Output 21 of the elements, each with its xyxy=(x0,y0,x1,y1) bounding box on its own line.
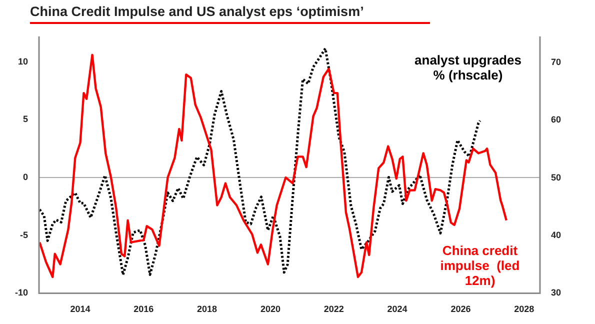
y2-tick-label: 60 xyxy=(550,114,562,125)
x-tick-label: 2022 xyxy=(324,304,344,314)
text: analyst upgrades % (rhscale) xyxy=(414,52,522,82)
y2-tick-label: 40 xyxy=(550,230,562,240)
y2-tick-label: 30 xyxy=(550,288,562,298)
y-tick-label: 5 xyxy=(22,114,28,124)
y2-tick-label: 70 xyxy=(550,56,562,67)
y-tick-label: 0 xyxy=(22,172,28,182)
x-tick-label: 2018 xyxy=(197,304,218,314)
series-label: China credit impulse (led 12m) xyxy=(440,243,520,288)
x-tick-label: 2024 xyxy=(387,304,408,314)
x-tick-label: 2028 xyxy=(514,304,534,314)
y-tick-label: -10 xyxy=(14,288,28,298)
y2-tick-label: 50 xyxy=(550,172,562,182)
x-tick-label: 2014 xyxy=(70,304,90,314)
x-tick-label: 2016 xyxy=(134,304,154,314)
y-tick-label: -5 xyxy=(20,230,28,240)
x-tick-label: 2026 xyxy=(450,304,471,314)
x-tick-label: 2020 xyxy=(260,304,280,314)
y-tick-label: 10 xyxy=(18,56,28,66)
chart-title: China Credit Impulse and US analyst eps ‘optimism’ xyxy=(29,3,365,19)
